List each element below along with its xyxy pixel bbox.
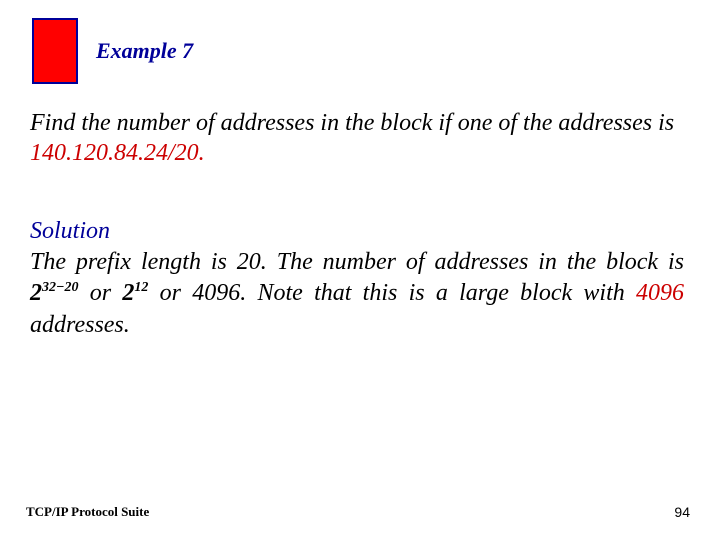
power2-exp: 12 xyxy=(134,280,148,295)
problem-text: Find the number of addresses in the bloc… xyxy=(30,110,674,136)
count-highlight: 4096 xyxy=(636,280,684,306)
problem-statement: Find the number of addresses in the bloc… xyxy=(0,84,720,168)
solution-text-mid2: or 4096. Note that this is a large block… xyxy=(148,280,636,306)
power2-base: 2 xyxy=(122,280,134,306)
solution-text: The prefix length is 20. The number of a… xyxy=(30,247,684,341)
decorative-red-box xyxy=(32,18,78,84)
example-label: Example 7 xyxy=(96,38,193,64)
power1-base: 2 xyxy=(30,280,42,306)
page-number: 94 xyxy=(674,504,690,520)
solution-label: Solution xyxy=(30,216,684,247)
power1-exp: 32−20 xyxy=(42,280,78,295)
problem-highlight: 140.120.84.24/20. xyxy=(30,140,205,166)
header-row: Example 7 xyxy=(0,0,720,84)
solution-block: Solution The prefix length is 20. The nu… xyxy=(0,168,720,341)
solution-text-end: addresses. xyxy=(30,312,130,338)
solution-text-pre1: The prefix length is 20. The number of a… xyxy=(30,249,684,275)
footer-title: TCP/IP Protocol Suite xyxy=(26,504,149,520)
solution-text-mid1: or xyxy=(78,280,122,306)
